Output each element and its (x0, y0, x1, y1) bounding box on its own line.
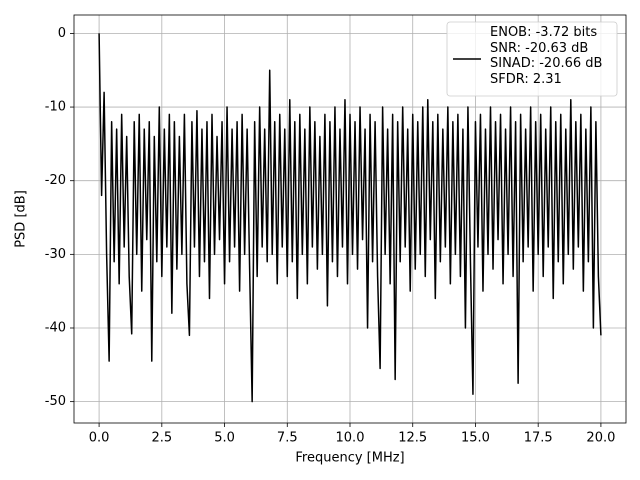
y-axis-label: PSD [dB] (14, 190, 29, 248)
x-tick-label: 12.5 (398, 431, 427, 446)
x-tick-label: 5.0 (214, 431, 235, 446)
x-tick-label: 0.0 (89, 431, 110, 446)
y-tick-label: -20 (45, 173, 66, 188)
x-tick-label: 7.5 (277, 431, 298, 446)
y-tick-label: -40 (45, 320, 66, 335)
x-tick-label: 2.5 (151, 431, 172, 446)
y-tick-label: -50 (45, 394, 66, 409)
y-tick-label: -30 (45, 247, 66, 262)
y-tick-label: -10 (45, 100, 66, 115)
x-axis-label: Frequency [MHz] (295, 451, 404, 466)
x-tick-label: 17.5 (524, 431, 553, 446)
plot-frame (73, 14, 627, 424)
y-tick-label: 0 (58, 26, 66, 41)
x-tick-label: 20.0 (586, 431, 615, 446)
x-tick-label: 15.0 (461, 431, 490, 446)
legend-box (446, 21, 618, 97)
x-tick-label: 10.0 (336, 431, 365, 446)
data-line (98, 33, 602, 403)
legend-label: ENOB: -3.72 bits SNR: -20.63 dB SINAD: -… (490, 25, 603, 87)
